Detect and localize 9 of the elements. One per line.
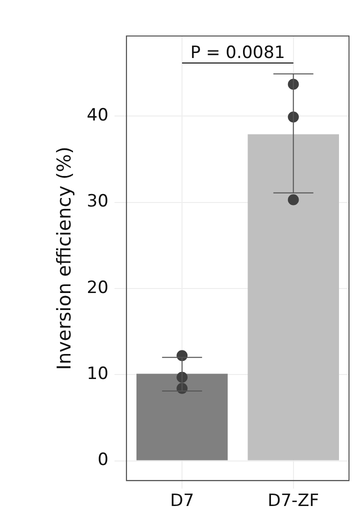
- y-tick-label: 30: [86, 192, 108, 212]
- y-tick-label: 20: [86, 278, 108, 298]
- x-tick-label: D7-ZF: [268, 491, 320, 512]
- y-tick-label: 0: [98, 450, 108, 470]
- x-tick-label: D7: [170, 491, 194, 512]
- y-axis-title: Inversion efficiency (%): [53, 146, 76, 370]
- y-tick-label: 10: [86, 364, 108, 384]
- y-tick-label: 40: [86, 106, 108, 126]
- annotation: P = 0.0081: [190, 42, 286, 63]
